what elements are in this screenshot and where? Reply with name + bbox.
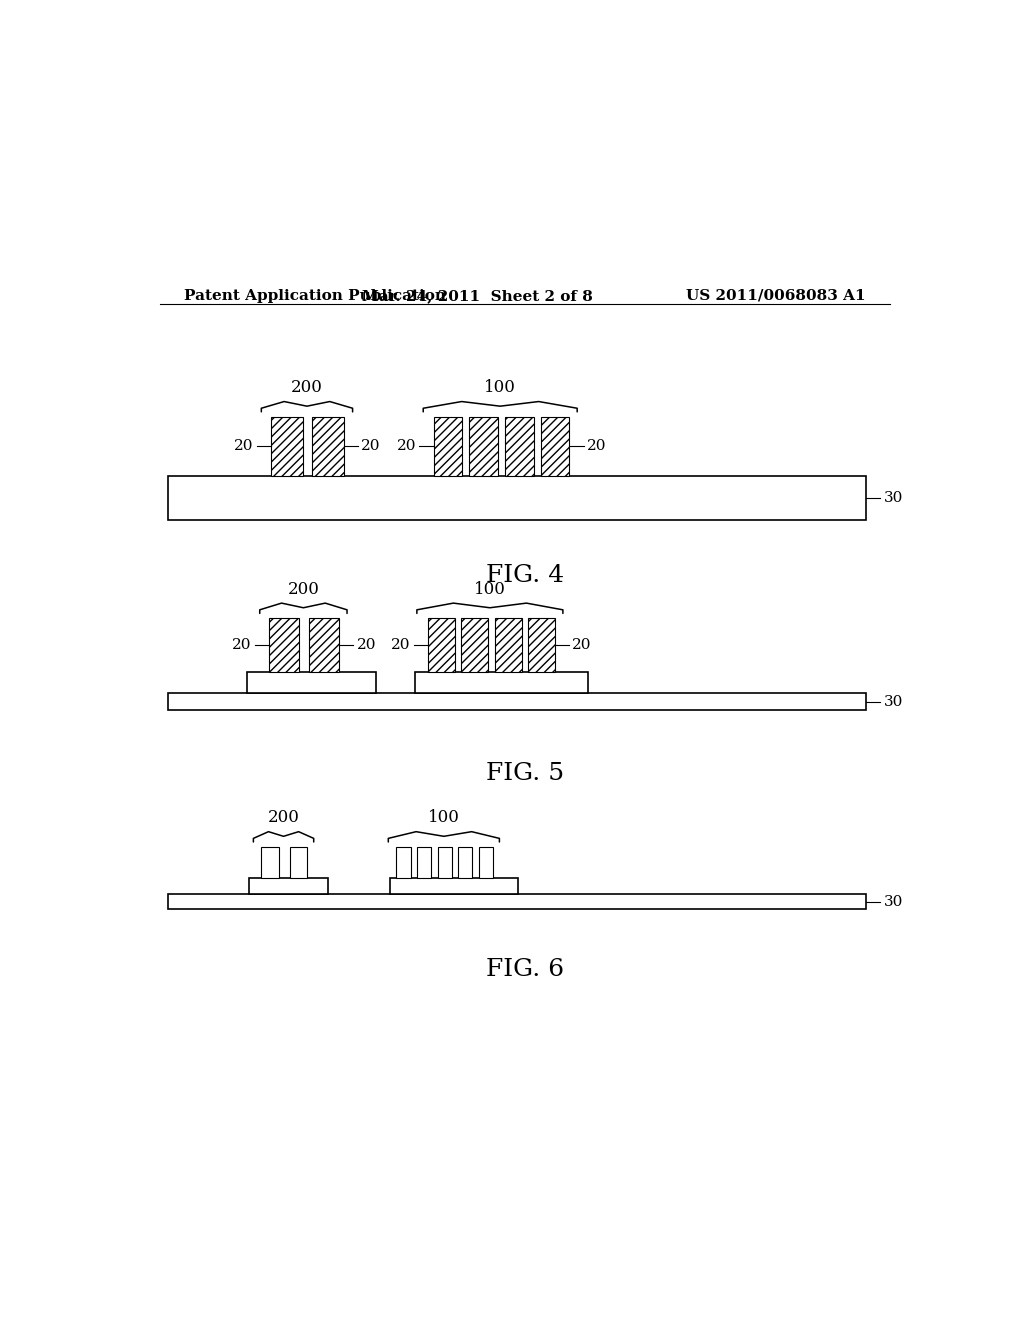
- Bar: [528, 618, 555, 672]
- Text: FIG. 4: FIG. 4: [485, 564, 564, 587]
- Bar: [261, 846, 279, 879]
- Text: 200: 200: [291, 379, 323, 396]
- Bar: [541, 417, 569, 477]
- Bar: [312, 417, 344, 477]
- Text: 100: 100: [428, 809, 460, 826]
- Text: 20: 20: [356, 638, 376, 652]
- Bar: [168, 693, 866, 710]
- Bar: [269, 618, 299, 672]
- Bar: [428, 618, 455, 672]
- Text: 200: 200: [288, 581, 319, 598]
- Bar: [437, 846, 452, 879]
- Text: 20: 20: [232, 638, 252, 652]
- Text: 30: 30: [884, 895, 903, 908]
- Text: 30: 30: [884, 491, 903, 506]
- Text: 20: 20: [396, 440, 416, 453]
- Text: 100: 100: [484, 379, 516, 396]
- Text: 200: 200: [267, 809, 299, 826]
- Bar: [469, 417, 498, 477]
- Bar: [417, 846, 431, 879]
- Bar: [249, 879, 328, 895]
- Text: FIG. 6: FIG. 6: [485, 958, 564, 981]
- Bar: [505, 417, 534, 477]
- Bar: [416, 672, 588, 693]
- Bar: [270, 417, 303, 477]
- Bar: [247, 672, 376, 693]
- Text: US 2011/0068083 A1: US 2011/0068083 A1: [686, 289, 866, 302]
- Bar: [290, 846, 307, 879]
- Bar: [168, 895, 866, 908]
- Bar: [309, 618, 339, 672]
- Bar: [168, 477, 866, 520]
- Bar: [396, 846, 411, 879]
- Text: Patent Application Publication: Patent Application Publication: [183, 289, 445, 302]
- Text: 100: 100: [474, 581, 506, 598]
- Text: 20: 20: [587, 440, 606, 453]
- Text: 20: 20: [572, 638, 592, 652]
- Text: 20: 20: [361, 440, 381, 453]
- Text: 30: 30: [884, 694, 903, 709]
- Text: Mar. 24, 2011  Sheet 2 of 8: Mar. 24, 2011 Sheet 2 of 8: [361, 289, 593, 302]
- Bar: [495, 618, 521, 672]
- Bar: [390, 879, 518, 895]
- Text: FIG. 5: FIG. 5: [485, 762, 564, 785]
- Text: 20: 20: [233, 440, 253, 453]
- Bar: [433, 417, 462, 477]
- Text: 20: 20: [391, 638, 411, 652]
- Bar: [479, 846, 494, 879]
- Bar: [458, 846, 472, 879]
- Bar: [461, 618, 488, 672]
